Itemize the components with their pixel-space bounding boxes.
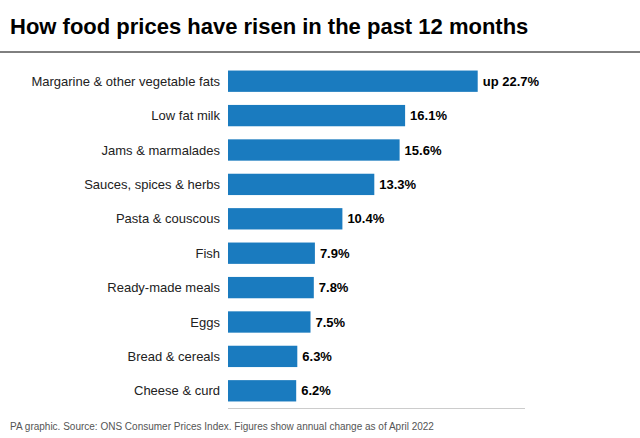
bars [228,71,478,402]
y-tick-label: Bread & cereals [128,349,221,364]
bar [228,311,311,332]
bar [228,277,314,298]
y-tick-label: Margarine & other vegetable fats [31,74,220,89]
y-tick-label: Jams & marmalades [102,143,221,158]
data-label: 6.2% [301,383,331,398]
y-tick-label: Sauces, spices & herbs [84,177,220,192]
data-label: 13.3% [379,177,416,192]
bar [228,139,400,160]
data-label: 6.3% [302,349,332,364]
y-tick-label: Fish [195,246,220,261]
x-axis-line [228,408,525,409]
y-tick-label: Low fat milk [151,108,220,123]
y-tick-label: Pasta & couscous [116,211,221,226]
background [0,0,640,438]
data-labels: 6.2% 6.3% 7.5% 7.8% 7.9% 10.4% 13.3% 15.6% 16.1%… [301,74,539,399]
data-label: 7.9% [320,246,350,261]
y-tick-labels: Cheese & curd Bread & cereals Eggs Ready-ma… [31,74,220,399]
data-label: 10.4% [347,211,384,226]
bar [228,71,478,92]
bar [228,243,315,264]
data-label: up 22.7% [483,74,540,89]
data-label: 7.8% [319,280,349,295]
bar [228,174,374,195]
data-label: 16.1% [410,108,447,123]
y-tick-label: Ready-made meals [107,280,220,295]
title-rule [0,52,640,53]
footer: PA graphic. Source: ONS Consumer Prices … [10,421,434,432]
bar [228,208,342,229]
chart-svg: How food prices have risen in the past 1… [0,0,640,438]
y-tick-label: Cheese & curd [134,383,220,398]
y-tick-label: Eggs [190,315,220,330]
data-label: 7.5% [316,315,346,330]
bar [228,380,296,401]
data-label: 15.6% [405,143,442,158]
bar [228,346,297,367]
chart-container: How food prices have risen in the past 1… [0,0,640,438]
title: How food prices have risen in the past 1… [10,14,528,39]
bar [228,105,405,126]
